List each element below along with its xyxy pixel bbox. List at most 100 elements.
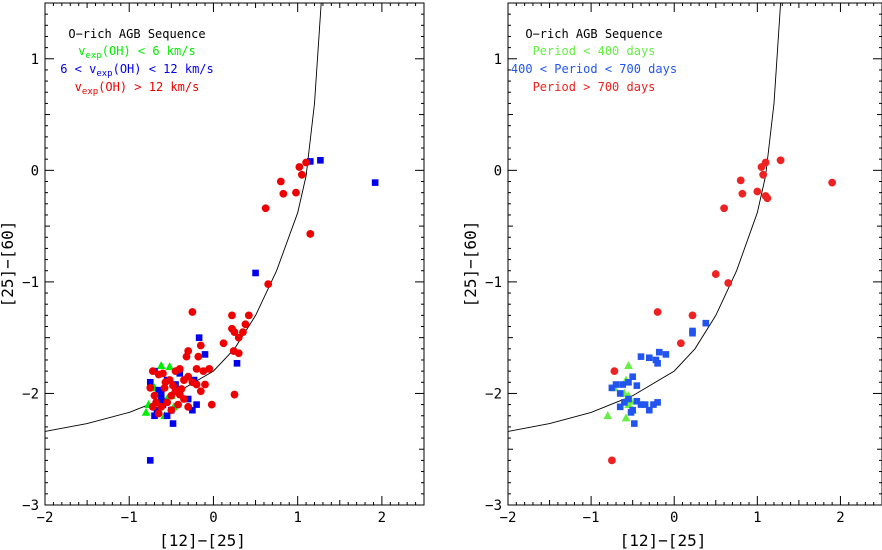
- data-point-square: [307, 158, 314, 165]
- y-tick-label: 0: [31, 163, 39, 179]
- data-point-circle: [776, 156, 785, 165]
- data-point-square: [176, 370, 184, 377]
- data-point-square: [195, 334, 203, 341]
- data-point-circle: [171, 367, 180, 376]
- x-tick-label: −2: [37, 510, 54, 526]
- data-point-circle: [295, 163, 304, 171]
- data-point-circle: [239, 328, 247, 336]
- data-point-circle: [607, 456, 616, 465]
- data-point-circle: [753, 187, 762, 196]
- data-point-square: [631, 420, 638, 427]
- data-point-circle: [163, 398, 172, 407]
- data-point-square: [645, 406, 653, 414]
- data-point-circle: [610, 367, 619, 376]
- data-point-circle: [228, 311, 236, 320]
- data-point-square: [702, 319, 710, 327]
- data-point-circle: [763, 194, 772, 203]
- series-2: [608, 319, 710, 427]
- data-point-triangle: [165, 362, 174, 371]
- x-tick-label: −2: [500, 510, 517, 526]
- data-point-square: [641, 401, 649, 408]
- data-point-circle: [146, 383, 155, 392]
- x-axis-label: [12]−[25]: [620, 531, 707, 550]
- data-point-circle: [759, 170, 768, 179]
- data-point-circle: [154, 370, 163, 379]
- data-point-square: [193, 401, 200, 408]
- left-plot-frame: [44, 2, 425, 506]
- data-point-square: [371, 179, 379, 186]
- data-point-circle: [207, 400, 216, 409]
- data-point-triangle: [624, 360, 633, 369]
- data-point-circle: [169, 381, 177, 390]
- data-point-square: [621, 399, 628, 406]
- y-tick-label: −3: [485, 498, 502, 514]
- data-point-circle: [201, 380, 209, 389]
- data-point-square: [252, 269, 259, 277]
- data-point-circle: [761, 158, 770, 167]
- data-point-circle: [219, 339, 228, 348]
- data-point-circle: [241, 320, 250, 329]
- data-point-triangle: [621, 413, 631, 422]
- data-point-square: [146, 457, 154, 464]
- data-point-circle: [736, 176, 745, 185]
- data-point-triangle: [156, 360, 166, 369]
- data-point-square: [233, 360, 241, 367]
- data-point-circle: [184, 402, 193, 411]
- data-point-circle: [150, 391, 159, 400]
- y-tick-label: 0: [494, 163, 502, 179]
- data-point-square: [184, 395, 192, 403]
- x-axis-label: [12]−[25]: [159, 531, 246, 550]
- annotation-title: O−rich AGB Sequence: [68, 27, 205, 41]
- left-panel: −2 −1 0 1 2−3−2−101[12]−[25][25]−[60]O−rich …: [0, 2, 425, 550]
- data-point-circle: [177, 385, 186, 393]
- data-point-square: [169, 420, 177, 427]
- data-point-circle: [688, 311, 697, 320]
- data-point-circle: [188, 308, 197, 316]
- x-tick-label: −1: [583, 510, 600, 526]
- data-point-circle: [157, 402, 166, 411]
- y-axis-label: [25]−[60]: [0, 221, 17, 308]
- data-point-square: [645, 354, 653, 362]
- data-point-square: [157, 390, 165, 397]
- data-point-circle: [261, 204, 270, 213]
- x-tick-label: 1: [293, 510, 301, 526]
- data-point-square: [317, 156, 324, 164]
- data-point-triangle: [141, 407, 151, 416]
- legend-subscript: exp: [96, 69, 112, 79]
- data-point-square: [201, 351, 209, 358]
- data-point-square: [652, 356, 660, 364]
- data-point-circle: [276, 177, 285, 186]
- right-plot-frame: [507, 2, 882, 506]
- data-point-circle: [192, 380, 201, 389]
- plot-area: [508, 3, 837, 465]
- data-point-circle: [306, 230, 315, 238]
- series-3: [607, 156, 837, 465]
- y-axis-label: [25]−[60]: [461, 221, 480, 308]
- data-point-square: [163, 412, 171, 420]
- data-point-circle: [180, 395, 188, 403]
- data-point-square: [629, 373, 636, 381]
- data-point-circle: [279, 189, 288, 198]
- data-point-circle: [676, 339, 685, 348]
- data-point-square: [654, 360, 661, 367]
- data-point-square: [155, 386, 162, 394]
- series-2: [146, 156, 379, 464]
- plot-area: [45, 3, 379, 464]
- x-tick-label: 2: [836, 510, 844, 526]
- legend-text-part: (OH) > 12 km/s: [98, 80, 199, 94]
- legend-entry-1: vexp(OH) < 6 km/s: [78, 44, 195, 61]
- legend-text-part: (OH) < 6 km/s: [102, 44, 196, 58]
- data-point-circle: [264, 280, 273, 289]
- data-point-circle: [192, 365, 201, 373]
- data-point-circle: [167, 406, 176, 415]
- data-point-circle: [738, 189, 747, 198]
- x-tick-label: 0: [209, 510, 217, 526]
- data-point-square: [616, 390, 624, 397]
- legend-entry-1: Period < 400 days: [533, 44, 656, 58]
- legend-entry-2: 400 < Period < 700 days: [511, 62, 677, 76]
- data-point-circle: [148, 367, 157, 376]
- data-point-square: [637, 401, 645, 408]
- right-panel: −2 −1 0 1 2−3−2−101[12]−[25][25]−[60]O−rich …: [461, 2, 882, 550]
- data-point-square: [151, 412, 158, 420]
